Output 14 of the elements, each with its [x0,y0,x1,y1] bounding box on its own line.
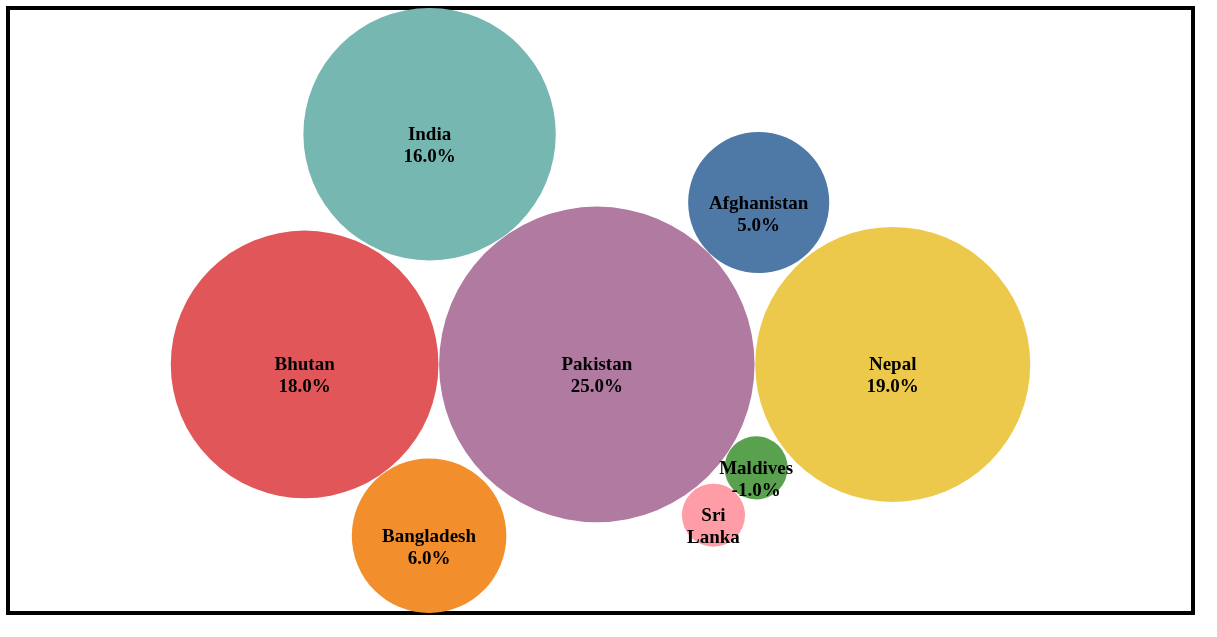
data-label: 6.0% [407,546,451,568]
data-label: 19.0% [866,375,919,397]
data-label: 16.0% [403,145,456,167]
category-label: India [407,123,452,145]
category-label: Bhutan [274,353,336,375]
category-label: Sri Lanka [687,504,741,548]
data-label: 25.0% [570,375,623,397]
category-label: Nepal [868,353,917,375]
data-label: -1.0% [731,478,781,500]
category-label: Afghanistan [709,191,809,213]
category-label: Bangladesh [382,524,477,546]
data-label: 5.0% [737,213,781,235]
category-label: Pakistan [561,353,633,375]
data-label: 18.0% [278,375,331,397]
